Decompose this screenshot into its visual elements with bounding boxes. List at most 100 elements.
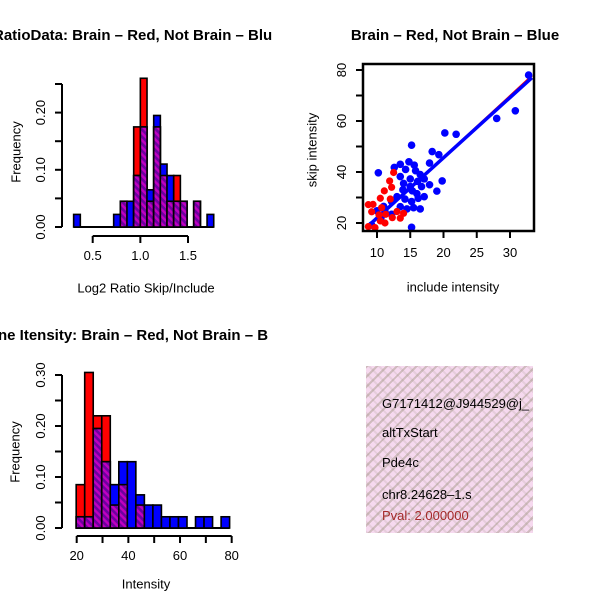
scatter-point-red xyxy=(386,177,394,185)
scatter-point-blue xyxy=(407,141,416,150)
scatter-xlabel: include intensity xyxy=(406,279,500,295)
scatter-plot-box xyxy=(361,62,536,233)
hist-bar-blue xyxy=(152,504,163,529)
y-tick-label: 0.20 xyxy=(33,413,48,438)
info-probe-id: G7171412@J944529@j_ xyxy=(382,396,530,411)
hist-bar-overlap xyxy=(139,126,148,228)
hist-bar-overlap xyxy=(152,126,162,228)
ratio-hist-ylabel: Frequency xyxy=(8,121,24,183)
x-tick-label: 15 xyxy=(403,245,417,260)
info-box: G7171412@J944529@j_ altTxStart Pde4c chr… xyxy=(366,366,533,533)
scatter-point-blue xyxy=(407,223,416,232)
scatter-point-blue xyxy=(428,147,436,156)
hist-bar-blue xyxy=(220,515,231,529)
scatter-point-blue xyxy=(441,129,449,137)
hist-bar-blue xyxy=(72,213,82,228)
scatter-point-blue xyxy=(452,130,460,139)
scatter-point-blue xyxy=(401,195,409,203)
hist-bar-blue xyxy=(112,213,122,228)
y-tick-label: 0.10 xyxy=(33,464,48,489)
hist-bar-overlap xyxy=(172,200,182,228)
x-tick-label: 20 xyxy=(436,245,450,260)
y-tick-label: 60 xyxy=(334,114,349,128)
hist-bar-overlap xyxy=(109,504,120,529)
y-tick-label: 0.00 xyxy=(33,515,48,540)
scatter-point-blue xyxy=(399,179,408,188)
scatter-point-blue xyxy=(492,114,501,123)
scatter-point-blue xyxy=(433,187,441,195)
hist-bar-blue xyxy=(126,200,135,228)
scatter-point-red xyxy=(376,194,384,202)
y-tick-label: 0.20 xyxy=(33,100,48,125)
hist-bar-overlap xyxy=(192,200,202,228)
hist-bar-blue xyxy=(160,515,171,529)
y-tick-label: 20 xyxy=(334,216,349,230)
scatter-point-blue xyxy=(511,107,520,115)
scatter-point-blue xyxy=(396,160,405,169)
x-tick-label: 1.5 xyxy=(179,248,197,263)
ratio-hist-title: RatioData: Brain – Red, Not Brain – Blu xyxy=(0,27,273,44)
hist-bar-overlap xyxy=(135,504,146,529)
scatter-point-blue xyxy=(399,186,407,194)
scatter-point-red xyxy=(378,204,386,212)
scatter-point-red xyxy=(388,214,396,222)
hist-bar-blue xyxy=(169,515,180,529)
scatter-point-blue xyxy=(417,182,426,191)
hist-bar-overlap xyxy=(166,200,175,228)
scatter-point-blue xyxy=(393,192,401,201)
scatter-point-blue xyxy=(411,166,420,175)
x-tick-label: 25 xyxy=(470,245,484,260)
scatter-point-blue xyxy=(409,203,418,212)
scatter-point-red xyxy=(388,183,396,191)
info-location: chr8.24628–1.s xyxy=(382,487,472,502)
scatter-point-red xyxy=(390,168,398,177)
info-pval: Pval: 2.000000 xyxy=(382,508,469,523)
scatter-point-blue xyxy=(438,177,446,185)
scatter-point-blue xyxy=(425,159,434,167)
x-tick-label: 10 xyxy=(370,245,384,260)
scatter-point-red xyxy=(371,223,379,232)
scatter-ylabel: skip intensity xyxy=(304,112,320,188)
scatter-point-red xyxy=(386,195,394,203)
scatter-point-blue xyxy=(413,177,422,186)
x-tick-label: 0.5 xyxy=(84,248,102,263)
hist-bar-overlap xyxy=(92,427,103,529)
hist-bar-red xyxy=(83,371,95,529)
scatter-point-blue xyxy=(406,175,415,183)
scatter-point-blue xyxy=(396,172,405,181)
hist-bar-overlap xyxy=(118,483,129,529)
scatter-point-blue xyxy=(401,165,410,174)
hist-bar-overlap xyxy=(179,200,188,228)
hist-bar-overlap xyxy=(83,515,95,529)
intensity-hist-ylabel: Frequency xyxy=(7,421,23,483)
scatter-point-red xyxy=(396,214,404,222)
x-tick-label: 30 xyxy=(503,245,517,260)
scatter-point-red xyxy=(382,210,390,218)
x-tick-label: 1.0 xyxy=(131,248,149,263)
hist-bar-blue xyxy=(143,504,154,529)
scatter-point-blue xyxy=(435,150,443,159)
scatter-title: Brain – Red, Not Brain – Blue xyxy=(350,27,560,44)
scatter-point-red xyxy=(364,201,372,209)
intensity-hist-title: ne Itensity: Brain – Red, Not Brain – B xyxy=(0,327,269,344)
hist-bar-blue xyxy=(194,515,205,529)
y-tick-label: 0.00 xyxy=(33,214,48,239)
x-tick-label: 60 xyxy=(173,548,187,563)
y-tick-label: 40 xyxy=(334,165,349,179)
hist-bar-blue xyxy=(177,515,188,529)
hist-bar-blue xyxy=(203,515,214,529)
scatter-point-red xyxy=(380,187,388,195)
hist-bar-overlap xyxy=(119,200,128,228)
hist-bar-blue xyxy=(206,213,215,228)
hist-bar-overlap xyxy=(146,200,155,228)
x-tick-label: 20 xyxy=(69,548,83,563)
x-tick-label: 40 xyxy=(121,548,135,563)
intensity-hist-xlabel: Intensity xyxy=(121,576,171,592)
hist-bar-overlap xyxy=(75,515,86,529)
ratio-hist-xlabel: Log2 Ratio Skip/Include xyxy=(77,280,215,296)
y-tick-label: 0.30 xyxy=(33,362,48,387)
y-tick-label: 80 xyxy=(334,63,349,77)
scatter-point-blue xyxy=(413,189,421,198)
